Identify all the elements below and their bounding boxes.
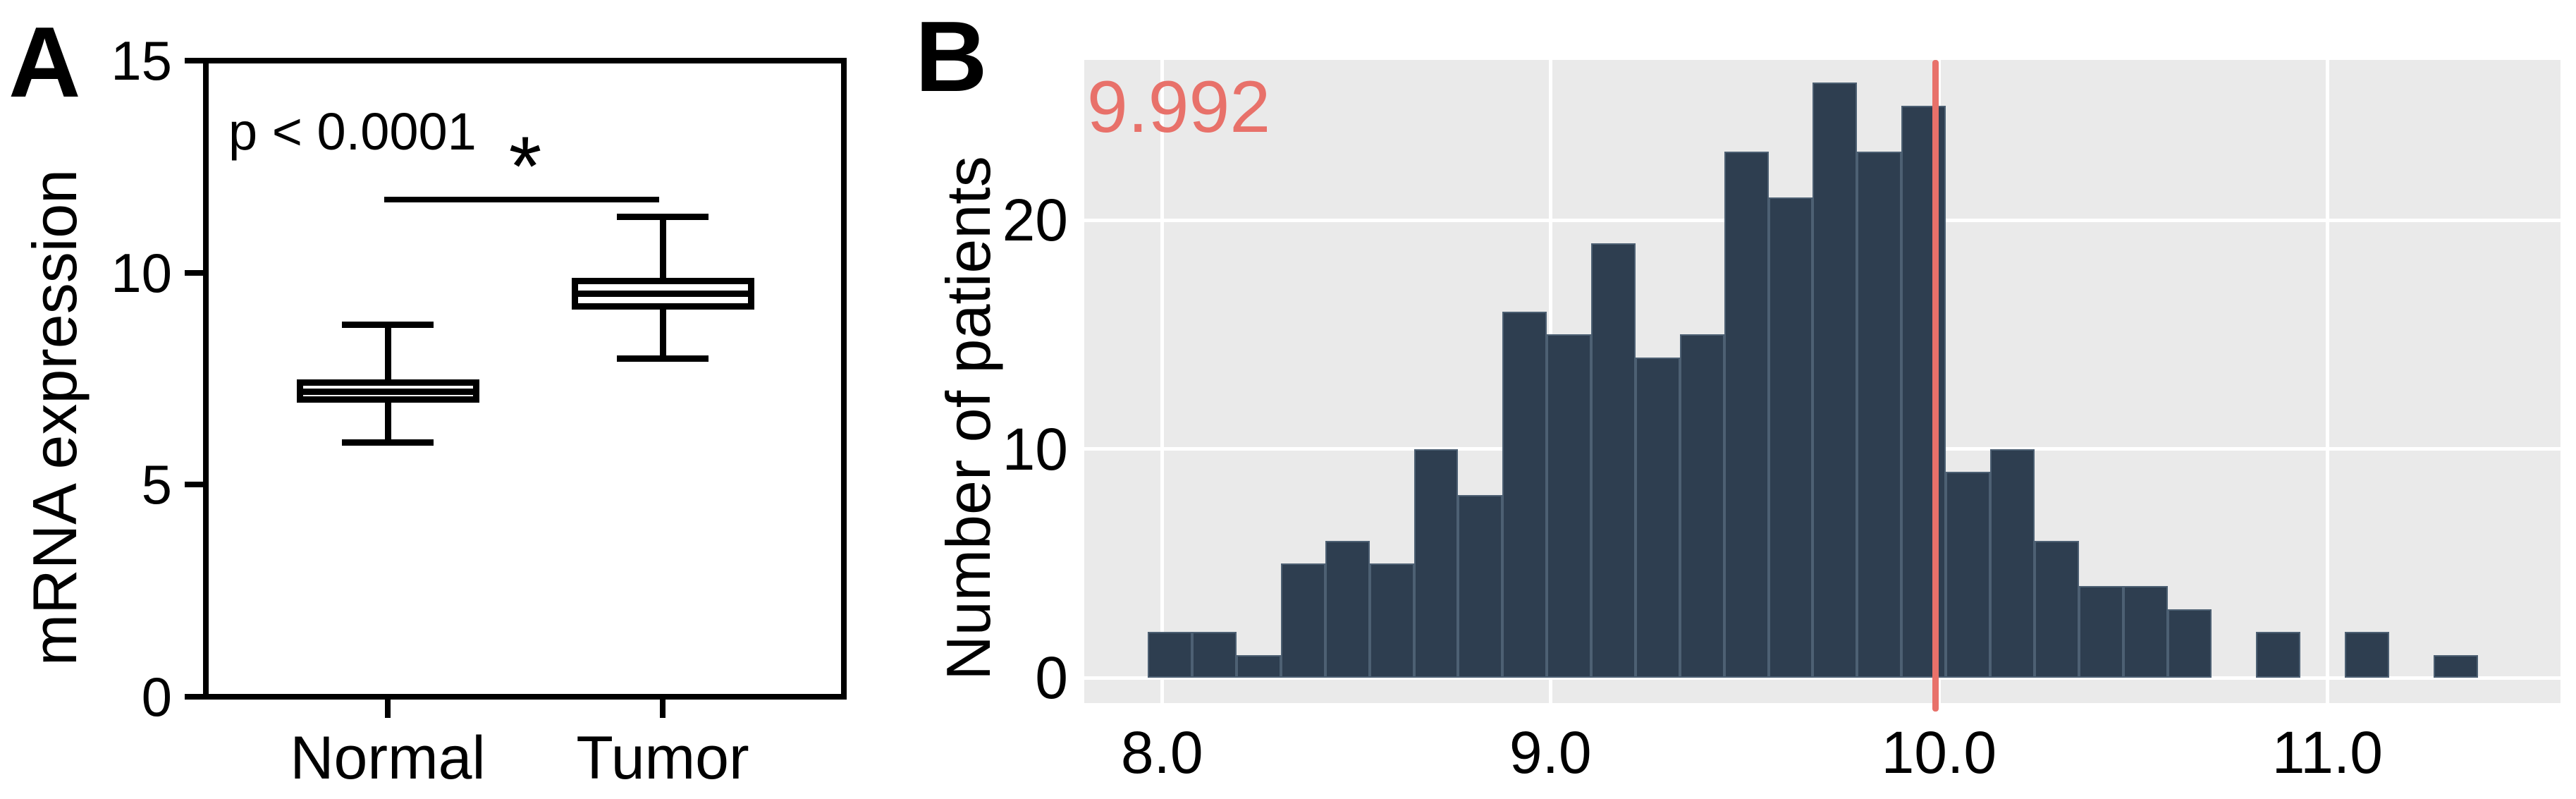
- histogram-bar: [2256, 632, 2301, 678]
- histogram-bar: [2123, 586, 2168, 678]
- a-ytick-mark: [185, 482, 206, 488]
- histogram-bar: [1724, 151, 1769, 678]
- median-line: [302, 388, 473, 395]
- whisker-cap-top: [342, 321, 434, 328]
- a-ytick-label: 0: [141, 666, 172, 728]
- histogram-bar: [1237, 654, 1281, 678]
- panel-a-axes-frame: [203, 58, 847, 700]
- panel-b-letter: B: [915, 1, 988, 113]
- a-category-label: Tumor: [576, 724, 749, 792]
- histogram-bar: [1413, 449, 1459, 678]
- b-ytick-label: 0: [1035, 645, 1068, 712]
- a-xtick-mark: [660, 697, 666, 718]
- a-ytick-label: 10: [111, 241, 172, 304]
- histogram-bar: [1192, 632, 1237, 678]
- cutoff-line-mark: [1932, 60, 1939, 712]
- histogram-bar: [1635, 357, 1680, 678]
- b-xtick-label: 8.0: [1120, 719, 1203, 786]
- panel-b: B Number of patients 0 10 20 8.0 9.0 10.0 11.…: [874, 0, 2576, 799]
- histogram-bar: [1369, 563, 1414, 678]
- gridline-vertical: [2325, 60, 2329, 703]
- histogram-bar: [2078, 586, 2123, 678]
- histogram-bar: [1148, 632, 1193, 678]
- histogram-bar: [2034, 540, 2079, 678]
- histogram-bar: [1989, 449, 2035, 678]
- histogram-bar: [2433, 654, 2478, 678]
- a-ytick-label: 15: [111, 30, 172, 92]
- median-line: [577, 291, 748, 298]
- b-ytick-label: 20: [1002, 187, 1068, 254]
- histogram-bar: [1857, 151, 1902, 678]
- histogram-bar: [1458, 494, 1503, 678]
- cutoff-label: 9.992: [1086, 66, 1271, 148]
- whisker-cap-top: [617, 214, 709, 221]
- histogram-bar: [2345, 632, 2389, 678]
- a-xtick-mark: [385, 697, 391, 718]
- panel-a: A mRNA expression p < 0.0001 * 0 5 10 15 No…: [0, 0, 874, 799]
- panel-b-plot-area: [1084, 60, 2560, 703]
- gridline-vertical: [1160, 60, 1164, 703]
- a-ytick-mark: [185, 269, 206, 276]
- gridline-horizontal: [1084, 676, 2560, 680]
- histogram-bar: [1901, 105, 1946, 678]
- whisker-cap-bottom: [617, 355, 709, 362]
- histogram-bar: [1768, 197, 1813, 678]
- histogram-bar: [1325, 540, 1370, 678]
- histogram-bar: [1280, 563, 1325, 678]
- histogram-bar: [1591, 243, 1636, 678]
- panel-a-letter: A: [8, 6, 81, 118]
- b-xtick-label: 10.0: [1881, 719, 1997, 786]
- histogram-bar: [1679, 334, 1724, 678]
- histogram-bar: [1547, 334, 1592, 678]
- whisker-cap-bottom: [342, 439, 434, 446]
- histogram-bar: [1946, 472, 1990, 678]
- significance-bar: [384, 197, 659, 202]
- a-category-label: Normal: [290, 724, 486, 792]
- a-ytick-label: 5: [141, 453, 172, 516]
- histogram-bar: [1502, 312, 1547, 678]
- b-xtick-label: 9.0: [1509, 719, 1592, 786]
- histogram-bar: [2167, 609, 2212, 678]
- p-value-annotation: p < 0.0001: [228, 102, 477, 161]
- a-ytick-mark: [185, 694, 206, 700]
- panel-a-y-axis-title: mRNA expression: [20, 169, 90, 666]
- b-xtick-label: 11.0: [2271, 719, 2383, 786]
- significance-asterisk: *: [508, 119, 542, 214]
- b-ytick-label: 10: [1002, 415, 1068, 482]
- histogram-bar: [1813, 83, 1858, 678]
- a-ytick-mark: [185, 58, 206, 63]
